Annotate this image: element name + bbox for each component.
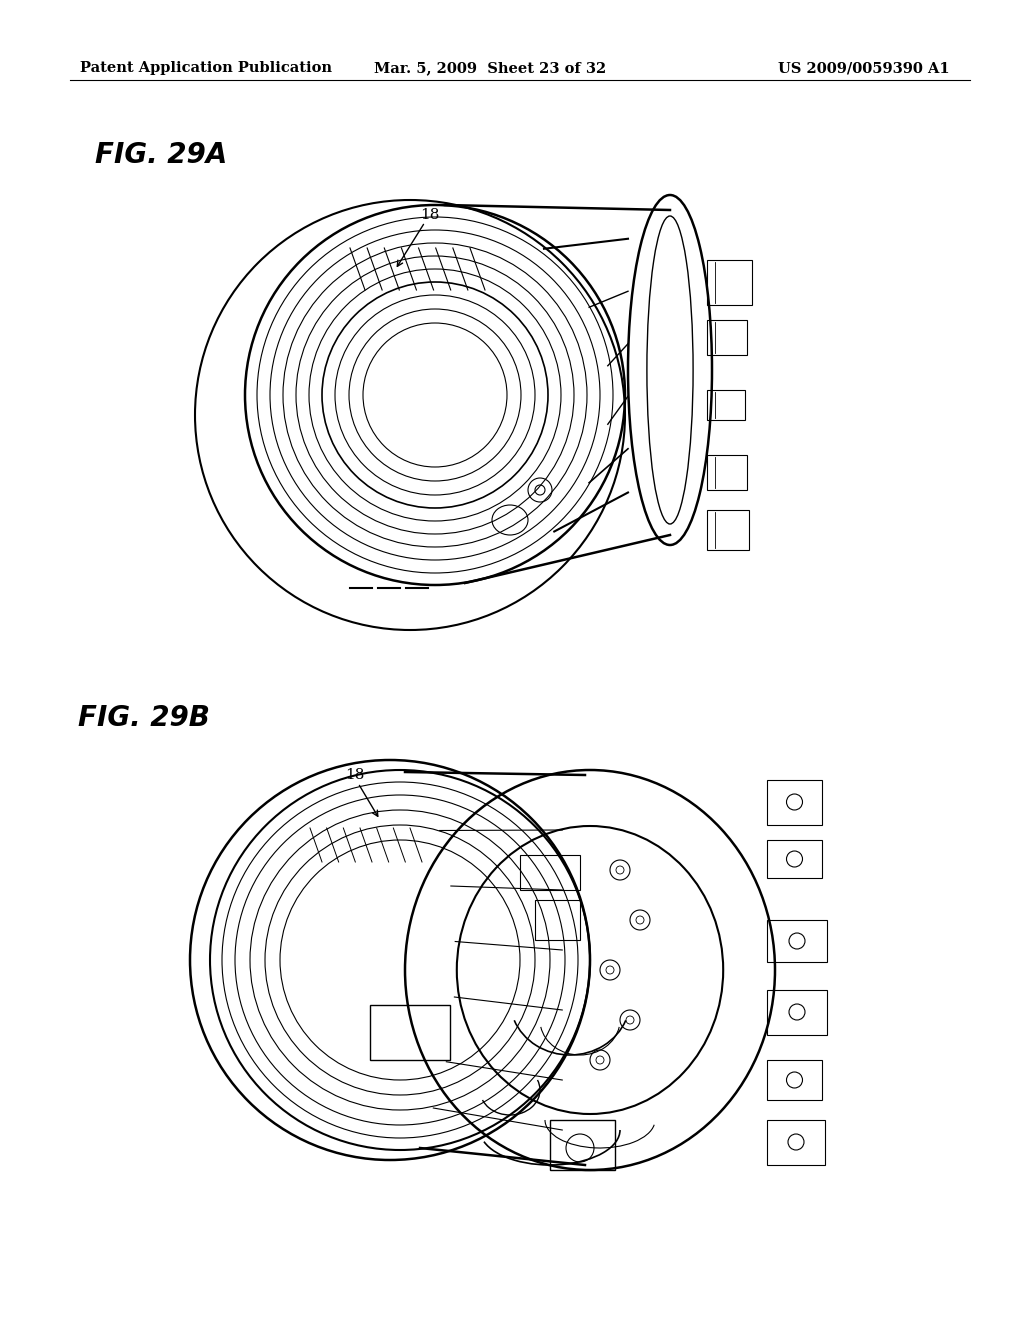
Bar — [535, 900, 580, 940]
Bar — [767, 1060, 822, 1100]
Text: FIG. 29A: FIG. 29A — [95, 141, 227, 169]
Bar — [767, 920, 827, 962]
Bar — [707, 510, 749, 550]
Bar — [550, 1119, 615, 1170]
Bar — [370, 1005, 450, 1060]
Text: US 2009/0059390 A1: US 2009/0059390 A1 — [778, 61, 950, 75]
Bar — [767, 1119, 825, 1166]
Text: FIG. 29B: FIG. 29B — [78, 704, 210, 733]
Bar — [767, 780, 822, 825]
Bar — [707, 319, 746, 355]
Bar — [707, 260, 752, 305]
Text: Patent Application Publication: Patent Application Publication — [80, 61, 332, 75]
Bar — [707, 389, 745, 420]
Text: Mar. 5, 2009  Sheet 23 of 32: Mar. 5, 2009 Sheet 23 of 32 — [374, 61, 606, 75]
Text: 18: 18 — [420, 209, 439, 222]
Bar — [767, 990, 827, 1035]
Bar — [767, 840, 822, 878]
Bar — [520, 855, 580, 890]
Text: 18: 18 — [345, 768, 365, 781]
Bar — [707, 455, 746, 490]
